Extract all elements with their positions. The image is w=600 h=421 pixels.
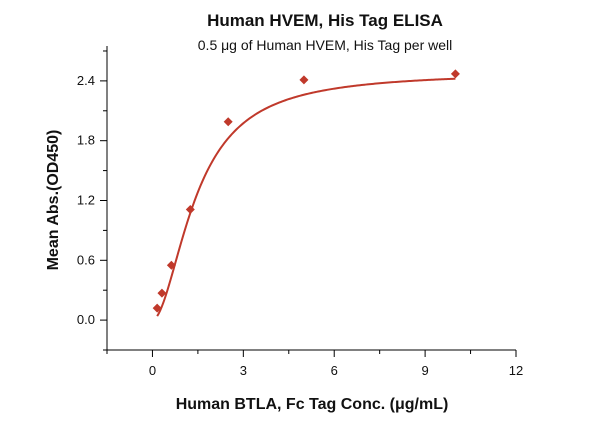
data-point <box>152 303 162 313</box>
y-tick-label: 1.2 <box>77 192 95 207</box>
x-tick-label: 6 <box>331 363 338 378</box>
data-point <box>299 75 309 85</box>
chart-subtitle: 0.5 μg of Human HVEM, His Tag per well <box>198 37 452 53</box>
y-tick-label: 1.8 <box>77 133 95 148</box>
y-axis-label: Mean Abs.(OD450) <box>45 130 62 271</box>
data-point <box>166 260 176 270</box>
data-point <box>223 117 233 127</box>
x-tick-label: 9 <box>421 363 428 378</box>
x-tick-label: 3 <box>240 363 247 378</box>
data-point <box>157 288 167 298</box>
y-tick-label: 0.6 <box>77 252 95 267</box>
y-tick-label: 2.4 <box>77 73 95 88</box>
fit-curve <box>156 77 456 317</box>
x-axis-ticks: 0 3 6 9 12 <box>106 350 523 378</box>
x-tick-label: 12 <box>509 363 523 378</box>
data-point <box>185 204 195 214</box>
chart-title: Human HVEM, His Tag ELISA <box>207 11 443 30</box>
x-tick-label: 0 <box>149 363 156 378</box>
x-axis-label: Human BTLA, Fc Tag Conc. (μg/mL) <box>176 396 449 413</box>
data-points <box>152 69 460 313</box>
y-tick-label: 0.0 <box>77 312 95 327</box>
y-axis-ticks: 0.0 0.6 1.2 1.8 2.4 <box>77 50 107 351</box>
data-point <box>450 69 460 79</box>
